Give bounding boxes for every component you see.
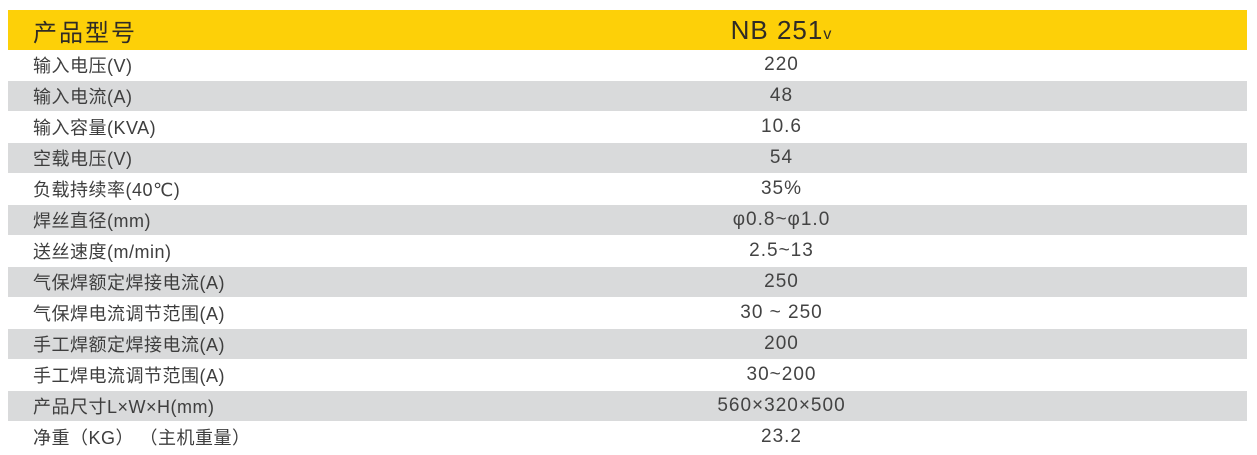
table-row: 产品尺寸L×W×H(mm) 560×320×500 [8,391,1247,422]
row-label: 手工焊额定焊接电流(A) [33,335,225,355]
table-header: 产品型号 NB 251v [8,10,1247,50]
table-row: 输入电流(A) 48 [8,81,1247,112]
row-label: 负载持续率(40℃) [33,180,181,200]
header-label: 产品型号 [33,19,137,47]
row-label: 焊丝直径(mm) [33,211,151,231]
row-value: 10.6 [761,116,802,137]
row-value: 35% [760,178,803,199]
model-sub: v [823,25,833,43]
row-value: 220 [764,54,799,75]
table-row: 送丝速度(m/min) 2.5~13 [8,236,1247,267]
row-label: 净重（KG） （主机重量） [33,428,251,448]
row-label: 输入容量(KVA) [33,118,157,138]
row-value: 48 [769,85,794,106]
table-row: 手工焊电流调节范围(A) 30~200 [8,360,1247,391]
table-row: 输入电压(V) 220 [8,50,1247,81]
spec-rows: 输入电压(V) 220 输入电流(A) 48 输入容量(KVA) 10.6 空载… [8,50,1247,453]
row-value: 250 [764,271,799,292]
table-row: 气保焊电流调节范围(A) 30 ~ 250 [8,298,1247,329]
row-label: 气保焊电流调节范围(A) [33,304,225,324]
row-label: 输入电流(A) [33,87,133,107]
table-row: 气保焊额定焊接电流(A) 250 [8,267,1247,298]
table-row: 输入容量(KVA) 10.6 [8,112,1247,143]
row-value: 200 [764,333,799,354]
table-row: 负载持续率(40℃) 35% [8,174,1247,205]
row-value: 560×320×500 [717,395,846,416]
row-value: 30~200 [746,364,817,385]
row-value: 30 ~ 250 [740,302,823,323]
row-label: 空载电压(V) [33,149,133,169]
model-main: NB 251 [730,14,824,45]
model-value: NB 251v [316,15,1247,46]
table-row: 手工焊额定焊接电流(A) 200 [8,329,1247,360]
row-value: 23.2 [761,426,802,447]
spec-table: 产品型号 NB 251v 输入电压(V) 220 输入电流(A) 48 输入容量… [8,10,1247,453]
row-label: 手工焊电流调节范围(A) [33,366,225,386]
table-row: 焊丝直径(mm) φ0.8~φ1.0 [8,205,1247,236]
row-value: 2.5~13 [749,240,814,261]
table-row: 空载电压(V) 54 [8,143,1247,174]
row-label: 产品尺寸L×W×H(mm) [33,397,215,417]
row-label: 气保焊额定焊接电流(A) [33,273,225,293]
table-row: 净重（KG） （主机重量） 23.2 [8,422,1247,453]
row-label: 送丝速度(m/min) [33,242,172,262]
row-value: 54 [769,147,794,168]
row-value: φ0.8~φ1.0 [732,209,831,230]
row-label: 输入电压(V) [33,56,133,76]
